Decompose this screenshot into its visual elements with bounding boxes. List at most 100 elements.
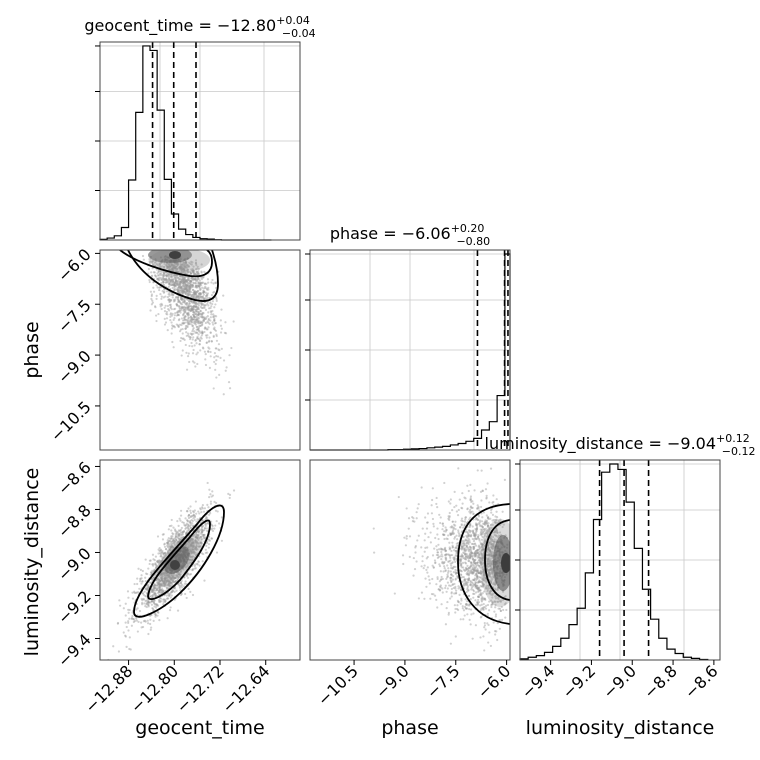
phase-geocent-sample-point xyxy=(205,336,208,339)
lum-geocent-sample-point xyxy=(156,614,159,617)
lum-phase-sample-point xyxy=(491,556,494,560)
lum-phase-sample-point xyxy=(486,603,490,607)
lum-phase-sample-point xyxy=(455,510,458,513)
lum-phase-sample-point xyxy=(492,544,495,548)
lum-geocent-sample-point xyxy=(159,573,162,576)
phase-geocent-panel-frame xyxy=(99,249,301,451)
lum-geocent-sample-point xyxy=(164,552,167,555)
phase-geocent-sample-point xyxy=(163,306,166,309)
lum-phase-sample-point xyxy=(488,556,491,559)
phase-geocent-sample-point xyxy=(186,278,190,281)
phase-geocent-sample-point xyxy=(194,316,198,319)
lum-geocent-sample-point xyxy=(156,535,160,538)
phase-geocent-sample-point xyxy=(188,360,191,364)
lum-phase-sample-point xyxy=(414,546,417,549)
phase-geocent-sample-point xyxy=(209,306,212,310)
lum-phase-sample-point xyxy=(466,571,469,574)
phase-geocent-sample-point xyxy=(165,279,168,283)
phase-geocent-sample-point xyxy=(166,304,169,308)
lum-geocent-sample-point xyxy=(168,581,171,584)
lum-phase-sample-point xyxy=(478,553,481,557)
phase-geocent-sample-point xyxy=(191,305,195,308)
phase-geocent-sample-point xyxy=(162,275,165,278)
phase-geocent-sample-point xyxy=(182,280,185,283)
lum-geocent-sample-point xyxy=(179,519,182,522)
luminosity-distance-ytick-label: −9.0 xyxy=(54,544,95,585)
lum-geocent-sample-point xyxy=(137,591,140,594)
lum-phase-sample-point xyxy=(470,568,473,571)
lum-geocent-sample-point xyxy=(149,559,152,562)
phase-geocent-sample-point xyxy=(172,308,176,311)
phase-geocent-sample-point xyxy=(187,284,190,287)
phase-geocent-sample-point xyxy=(172,269,175,272)
phase-geocent-sample-point xyxy=(167,264,170,267)
lum-geocent-sample-point xyxy=(197,530,200,533)
phase-geocent-sample-point xyxy=(190,295,193,299)
lum-geocent-sample-point xyxy=(166,617,169,620)
lum-phase-sample-point xyxy=(481,577,484,580)
phase-geocent-sample-point xyxy=(220,347,223,350)
lum-geocent-sample-point xyxy=(153,593,156,596)
lum-phase-sample-point xyxy=(486,562,489,565)
lum-geocent-sample-point xyxy=(171,546,174,549)
phase-geocent-sample-point xyxy=(176,289,179,292)
lum-geocent-sample-point xyxy=(167,546,170,549)
phase-geocent-sample-point xyxy=(181,285,184,288)
lum-phase-sample-point xyxy=(477,569,480,572)
phase-geocent-sample-point xyxy=(181,327,184,331)
lum-phase-sample-point xyxy=(458,586,462,589)
phase-geocent-sample-point xyxy=(213,318,216,321)
lum-geocent-sample-point xyxy=(194,541,197,545)
lum-geocent-sample-point xyxy=(157,561,161,564)
lum-geocent-sample-point xyxy=(189,505,192,508)
lum-phase-sample-point xyxy=(474,527,477,531)
lum-phase-sample-point xyxy=(490,563,493,566)
lum-phase-sample-point xyxy=(489,644,493,648)
phase-geocent-sample-point xyxy=(196,307,199,311)
lum-phase-sample-point xyxy=(504,616,507,619)
phase-geocent-sample-point xyxy=(194,272,197,275)
lum-geocent-sample-point xyxy=(196,563,199,566)
lum-geocent-sample-point xyxy=(188,525,191,528)
phase-geocent-sample-point xyxy=(195,284,199,287)
lum-phase-sample-point xyxy=(486,548,490,551)
phase-geocent-sample-point xyxy=(149,260,152,263)
lum-geocent-sample-point xyxy=(151,589,154,593)
lum-phase-sample-point xyxy=(454,570,457,574)
lum-geocent-sample-point xyxy=(188,546,191,549)
lum-geocent-sample-point xyxy=(166,545,169,548)
lum-geocent-sample-point xyxy=(161,583,164,587)
phase-geocent-sample-point xyxy=(173,281,176,285)
lum-phase-sample-point xyxy=(401,554,405,557)
lum-phase-sample-point xyxy=(478,586,481,590)
phase-geocent-sample-point xyxy=(204,334,208,337)
lum-geocent-sample-point xyxy=(141,569,144,573)
lum-phase-sample-point xyxy=(490,579,493,583)
lum-phase-sample-point xyxy=(451,529,455,532)
lum-phase-sample-point xyxy=(481,582,484,586)
lum-geocent-sample-point xyxy=(165,594,168,597)
phase-geocent-sample-point xyxy=(174,276,177,279)
lum-geocent-sample-point xyxy=(119,604,122,607)
phase-geocent-sample-point xyxy=(197,325,201,328)
phase-geocent-sample-point xyxy=(192,311,195,314)
lum-phase-sample-point xyxy=(473,538,476,541)
phase-geocent-sample-point xyxy=(213,356,216,359)
phase-geocent-sample-point xyxy=(183,290,186,293)
lum-phase-sample-point xyxy=(447,553,450,556)
phase-geocent-sample-point xyxy=(198,287,201,290)
lum-phase-sample-point xyxy=(469,522,472,525)
phase-geocent-sample-point xyxy=(195,271,199,274)
phase-geocent-sample-point xyxy=(187,281,190,285)
phase-geocent-sample-point xyxy=(188,282,192,285)
phase-geocent-sample-point xyxy=(180,309,183,312)
phase-geocent-sample-point xyxy=(207,288,210,291)
lum-geocent-sample-point xyxy=(125,625,128,629)
geocent-time-xtick-label: −12.88 xyxy=(81,661,136,716)
lum-phase-sample-point xyxy=(482,536,485,539)
phase-geocent-sample-point xyxy=(174,288,177,291)
phase-geocent-sample-point xyxy=(192,295,195,298)
phase-geocent-sample-point xyxy=(177,278,180,282)
phase-geocent-sample-point xyxy=(190,295,194,299)
